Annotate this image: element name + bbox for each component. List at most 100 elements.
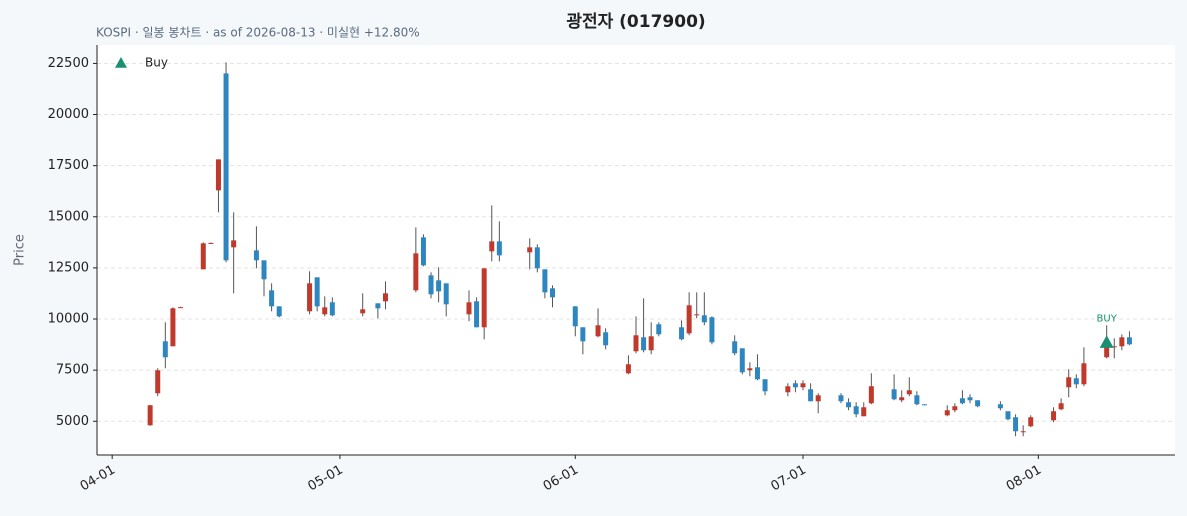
candle-body [595, 325, 601, 337]
candle-body [314, 277, 320, 307]
x-tick-label: 07-01 [769, 463, 809, 495]
candle-body [747, 368, 753, 371]
candle-body [322, 307, 328, 315]
y-tick-label: 7500 [56, 363, 89, 378]
candle-body [436, 280, 442, 292]
candle-body [914, 395, 920, 405]
candle-body [215, 159, 221, 191]
candle-body [534, 247, 540, 269]
candle-body [253, 250, 259, 261]
y-tick-label: 17500 [48, 158, 89, 173]
candle-body [178, 307, 184, 309]
candle-body [1058, 403, 1064, 410]
candle-body [269, 290, 275, 307]
candle-body [808, 389, 814, 402]
candle-body [420, 237, 426, 266]
candle-body [360, 309, 366, 314]
candle-body [428, 275, 434, 295]
candle-body [443, 283, 449, 305]
candle-body [155, 370, 161, 394]
candle-body [1073, 378, 1079, 385]
candle-body [944, 410, 950, 416]
candle-body [572, 306, 578, 327]
candle-body [754, 367, 760, 380]
candle-body [975, 400, 981, 407]
candle-body [732, 341, 738, 354]
candle-body [906, 390, 912, 395]
y-axis-label: Price [13, 234, 28, 266]
candle-body [868, 386, 874, 404]
candle-body [1020, 431, 1026, 433]
candle-body [838, 395, 844, 402]
x-tick-label: 08-01 [1004, 463, 1044, 495]
candle-body [261, 260, 267, 280]
legend-label: Buy [145, 56, 168, 70]
candle-body [1111, 346, 1117, 348]
candle-body [1081, 363, 1087, 385]
candle-body [625, 364, 631, 374]
candle-body [481, 268, 487, 328]
y-tick-label: 22500 [48, 56, 89, 71]
candle-body [413, 253, 419, 291]
candle-body [474, 301, 480, 328]
candle-body [307, 283, 313, 312]
buy-marker [1099, 335, 1114, 348]
candle-body [846, 402, 852, 408]
candle-body [641, 337, 647, 351]
y-tick-label: 12500 [48, 260, 89, 275]
candle-body [147, 405, 153, 426]
candle-body [496, 241, 502, 256]
chart-title: 광전자 (017900) [566, 12, 705, 32]
candle-body [1051, 411, 1057, 421]
candle-body [1126, 337, 1132, 345]
candle-body [1066, 377, 1072, 388]
candle-body [1119, 337, 1125, 347]
candle-body [489, 241, 495, 252]
candle-body [580, 327, 586, 342]
candle-body [1005, 411, 1011, 420]
chart-subtitle: KOSPI · 일봉 봉차트 · as of 2026-08-13 · 미실현 … [96, 26, 420, 40]
candle-body [967, 397, 973, 401]
candle-body [466, 302, 472, 315]
y-tick-label: 15000 [48, 209, 89, 224]
y-tick-label: 20000 [48, 107, 89, 122]
x-tick-label: 04-01 [78, 463, 118, 495]
candle-body [891, 389, 897, 400]
candle-body [899, 397, 905, 401]
candle-body [542, 269, 548, 293]
candle-body [1013, 417, 1019, 432]
candle-body [231, 240, 237, 248]
candle-body [785, 386, 791, 393]
x-tick-label: 06-01 [541, 463, 581, 495]
candle-body [679, 327, 685, 340]
candle-body [527, 247, 533, 253]
candle-body [921, 404, 927, 406]
x-tick-label: 05-01 [305, 463, 345, 495]
marker-label: BUY [1097, 313, 1118, 324]
candle-body [1104, 347, 1110, 358]
candle-body [382, 293, 388, 302]
candle-body [208, 242, 214, 244]
candle-body [997, 404, 1003, 409]
candle-body [375, 303, 381, 309]
candle-body [709, 317, 715, 343]
candle-body [739, 348, 745, 373]
candle-body [223, 73, 229, 261]
candle-body [276, 306, 282, 317]
candle-body [694, 314, 700, 316]
legend-marker [115, 57, 127, 68]
candle-body [792, 383, 798, 388]
candle-body [549, 288, 555, 298]
candle-body [162, 341, 168, 358]
candle-body [959, 398, 965, 404]
candle-body [1028, 417, 1034, 427]
candle-body [762, 379, 768, 392]
candle-body [603, 332, 609, 346]
candle-body [952, 406, 958, 411]
candle-body [861, 407, 867, 417]
y-tick-label: 5000 [56, 414, 89, 429]
plot-area [97, 45, 1175, 455]
candle-body [329, 302, 335, 316]
